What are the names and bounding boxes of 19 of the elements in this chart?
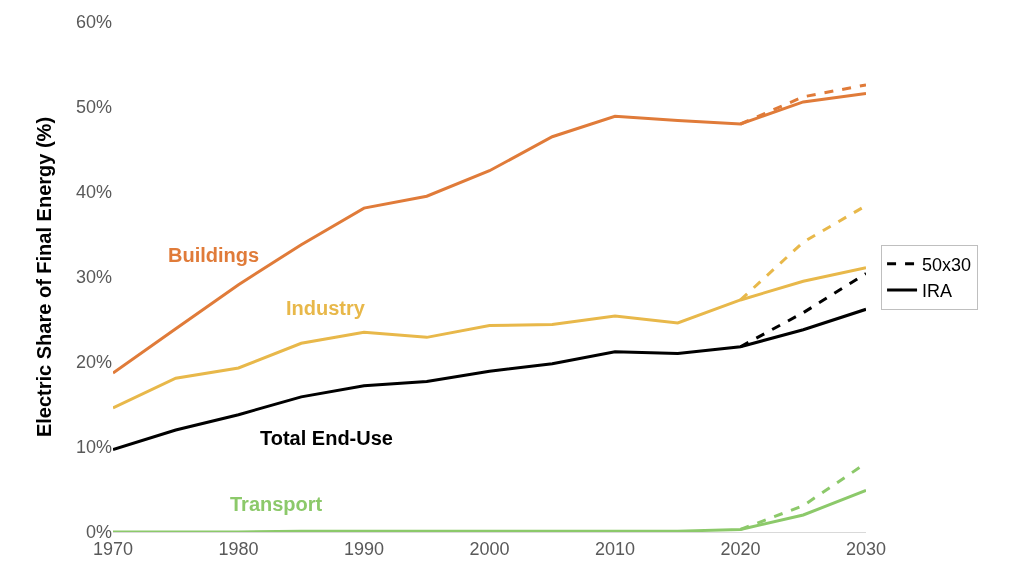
y-tick-label: 60%	[75, 12, 112, 33]
x-tick-label: 1980	[218, 538, 259, 559]
y-tick-label: 50%	[75, 97, 112, 118]
x-tick-label: 1990	[343, 538, 385, 559]
y-axis-title: Electric Share of Final Energy (%)	[33, 116, 56, 438]
legend-label: IRA	[922, 281, 953, 302]
y-tick-label: 10%	[75, 437, 112, 458]
x-tick-label: 2010	[594, 538, 636, 559]
series-label: Industry	[286, 297, 366, 319]
x-tick-label: 2000	[469, 538, 510, 559]
annotation: Total End-Use	[260, 427, 393, 449]
legend-label: 50x30	[922, 254, 972, 275]
series-label: Buildings	[168, 244, 260, 266]
series-label: Transport	[230, 493, 323, 515]
y-tick-label: 20%	[75, 352, 112, 373]
y-tick-label: 30%	[75, 267, 112, 288]
x-tick-label: 2030	[845, 538, 887, 559]
y-tick-label: 40%	[75, 182, 112, 203]
x-tick-label: 2020	[720, 538, 761, 559]
